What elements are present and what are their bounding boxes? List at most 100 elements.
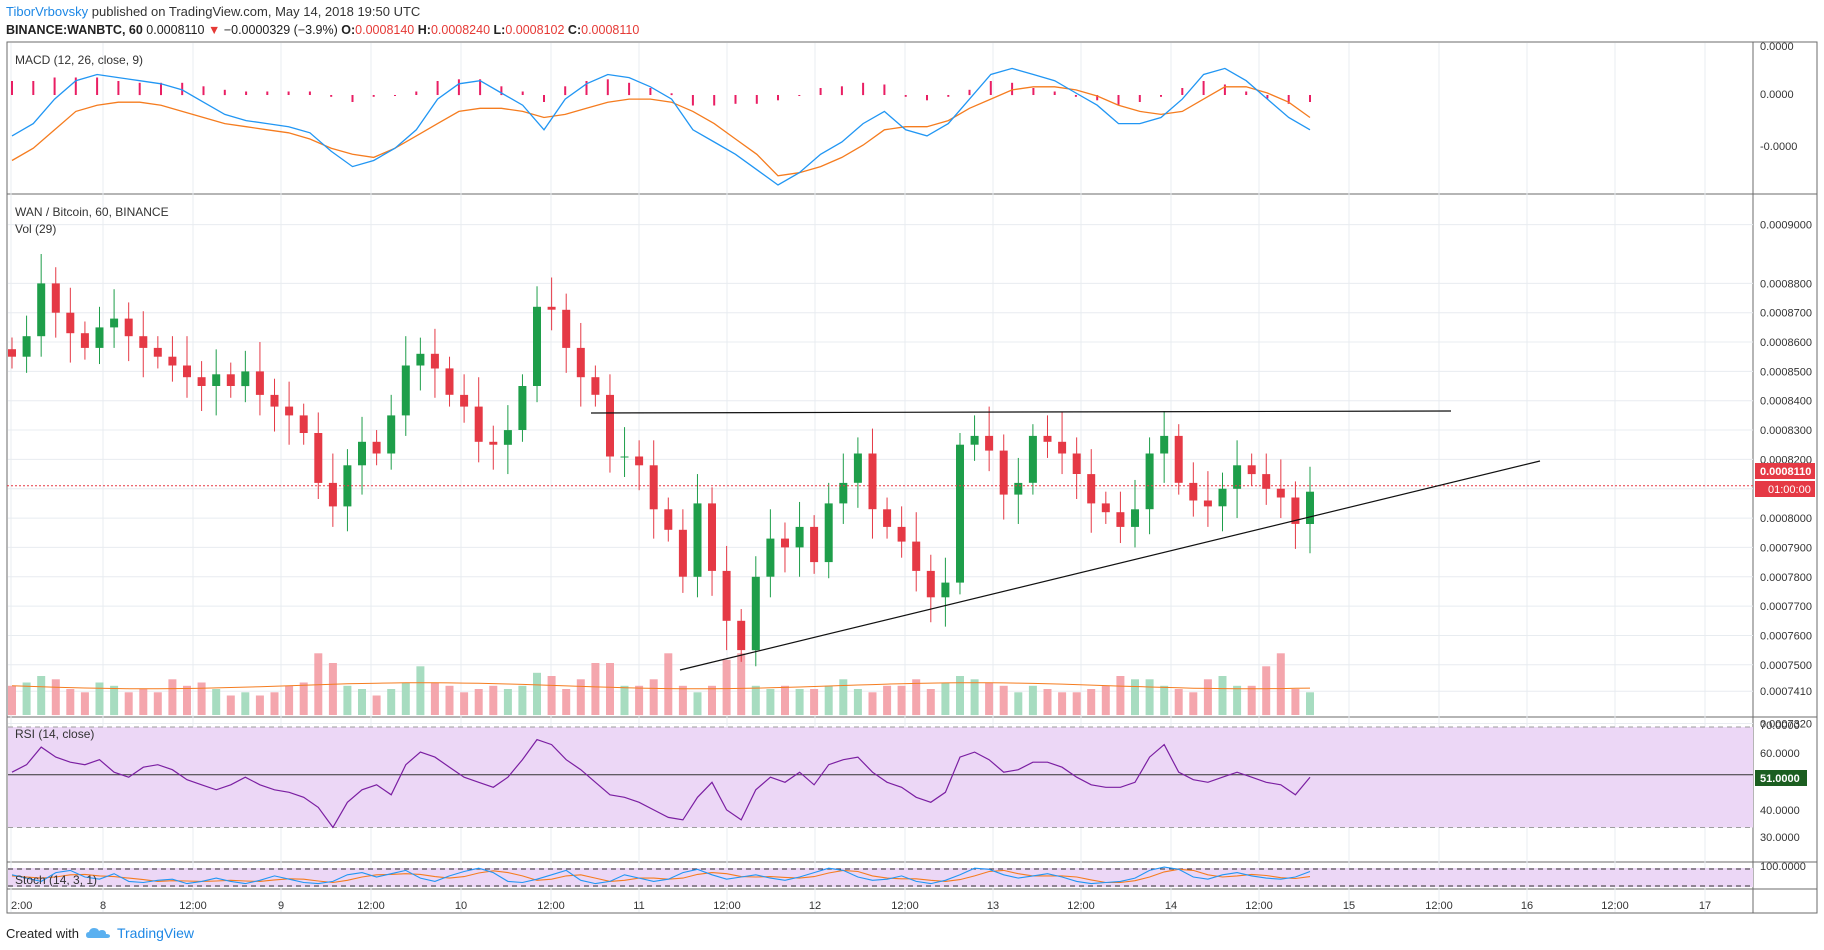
volume-bar <box>824 685 833 716</box>
time-tick-5: 10 <box>455 900 467 912</box>
resistance-trendline[interactable] <box>590 410 1452 414</box>
time-tick-2: 12:00 <box>179 900 207 912</box>
volume-bar <box>708 685 716 716</box>
candle-body <box>328 482 337 507</box>
down-arrow-icon: ▼ <box>207 23 221 37</box>
volume-bar <box>941 682 950 715</box>
macd-hist-bar <box>1266 95 1269 99</box>
candle-body <box>985 435 994 451</box>
time-tick-8: 12:00 <box>713 900 741 912</box>
macd-hist-bar <box>713 95 716 106</box>
candle-body <box>387 415 396 454</box>
support-trendline[interactable] <box>679 460 1541 671</box>
close-value: 0.0008110 <box>581 23 640 37</box>
volume-bar <box>956 676 964 715</box>
volume-bar <box>1014 692 1023 716</box>
macd-line <box>11 67 1311 186</box>
macd-hist-bar <box>926 95 928 101</box>
candle-body <box>722 570 731 621</box>
candle-body <box>795 526 804 548</box>
time-tick-3: 9 <box>278 900 284 912</box>
macd-hist-bar <box>436 81 439 95</box>
volume-bar <box>51 679 60 716</box>
low-value: 0.0008102 <box>505 23 565 37</box>
candle-body <box>620 456 629 458</box>
tradingview-brand[interactable]: TradingView <box>116 925 195 941</box>
candle-body <box>1306 491 1314 524</box>
macd-hist-bar <box>1309 95 1311 102</box>
candle-body <box>153 347 162 357</box>
countdown-text: 01:00:00 <box>1768 484 1811 496</box>
candle-body <box>460 394 469 407</box>
candle-body <box>445 368 454 395</box>
time-axis[interactable]: 2:00 8 12:00 9 12:00 10 12:00 11 12:00 12 12:00 13 1… <box>11 900 1711 912</box>
rsi-current-text: 51.0000 <box>1760 773 1800 785</box>
volume-bar <box>1131 679 1139 716</box>
high-label: H: <box>417 23 431 37</box>
volume-bar <box>255 695 264 715</box>
candle-body <box>1247 465 1256 475</box>
macd-hist-bar <box>479 79 482 96</box>
volume-bar <box>1160 685 1169 716</box>
volume-bar <box>810 689 819 715</box>
volume-bar <box>970 679 979 716</box>
volume-bar <box>912 679 921 716</box>
macd-hist-bar <box>606 79 609 96</box>
volume-bar <box>37 676 46 715</box>
price-tick-1: 0.0007410 <box>1760 686 1812 698</box>
volume-bar <box>387 689 396 715</box>
candle-body <box>1203 500 1212 507</box>
candle-body <box>80 333 89 348</box>
macd-hist-bar <box>266 91 269 95</box>
time-tick-14: 12:00 <box>1245 900 1273 912</box>
volume-bar <box>212 689 221 715</box>
volume-bar <box>635 685 644 716</box>
volume-bar <box>503 689 512 715</box>
time-tick-13: 14 <box>1165 900 1177 912</box>
price-tick-14: 0.0008700 <box>1760 308 1812 320</box>
macd-hist-bar <box>394 95 396 96</box>
volume-bar <box>110 685 119 716</box>
time-tick-12: 12:00 <box>1067 900 1095 912</box>
volume-bar <box>95 682 104 715</box>
volume-bar <box>1189 692 1198 716</box>
close-label: C: <box>567 23 582 37</box>
macd-hist-bar <box>53 77 56 95</box>
candle-body <box>1028 435 1037 483</box>
candle-body <box>299 415 308 433</box>
candle-body <box>941 582 950 598</box>
macd-hist-bar <box>330 95 333 97</box>
macd-hist-bar <box>32 81 35 95</box>
symbol-label: BINANCE:WANBTC, 60 <box>6 23 143 37</box>
candle-body <box>168 356 177 366</box>
price-pane-title: WAN / Bitcoin, 60, BINANCE <box>15 205 169 219</box>
volume-bar <box>868 692 877 716</box>
volume-bar <box>722 659 731 716</box>
stoch-title: Stoch (14, 3, 1) <box>15 873 97 887</box>
candle-body <box>1160 435 1169 454</box>
candle-body <box>1014 482 1023 495</box>
macd-hist-bar <box>160 82 162 96</box>
volume-bar <box>270 692 279 716</box>
time-tick-11: 13 <box>987 900 999 912</box>
macd-hist-bar <box>1181 88 1184 95</box>
candlesticks <box>8 254 1314 667</box>
volume-bar <box>518 685 527 716</box>
candle-body <box>562 309 571 348</box>
volume-bar <box>299 682 308 715</box>
candle-body <box>358 441 366 466</box>
volume-bar <box>1145 679 1154 716</box>
author-link[interactable]: TiborVrbovsky <box>6 4 89 19</box>
macd-hist-bar <box>1011 82 1014 96</box>
volume-bar <box>751 685 760 716</box>
macd-hist-bar <box>308 91 311 95</box>
time-tick-16: 12:00 <box>1425 900 1453 912</box>
volume-bar <box>1203 679 1212 716</box>
publish-header: TiborVrbovsky published on TradingView.c… <box>6 4 420 20</box>
candle-body <box>226 374 235 386</box>
volume-bar <box>576 679 585 716</box>
macd-hist-bar <box>947 95 950 97</box>
volume-bar <box>839 679 848 716</box>
candle-body <box>591 377 600 395</box>
